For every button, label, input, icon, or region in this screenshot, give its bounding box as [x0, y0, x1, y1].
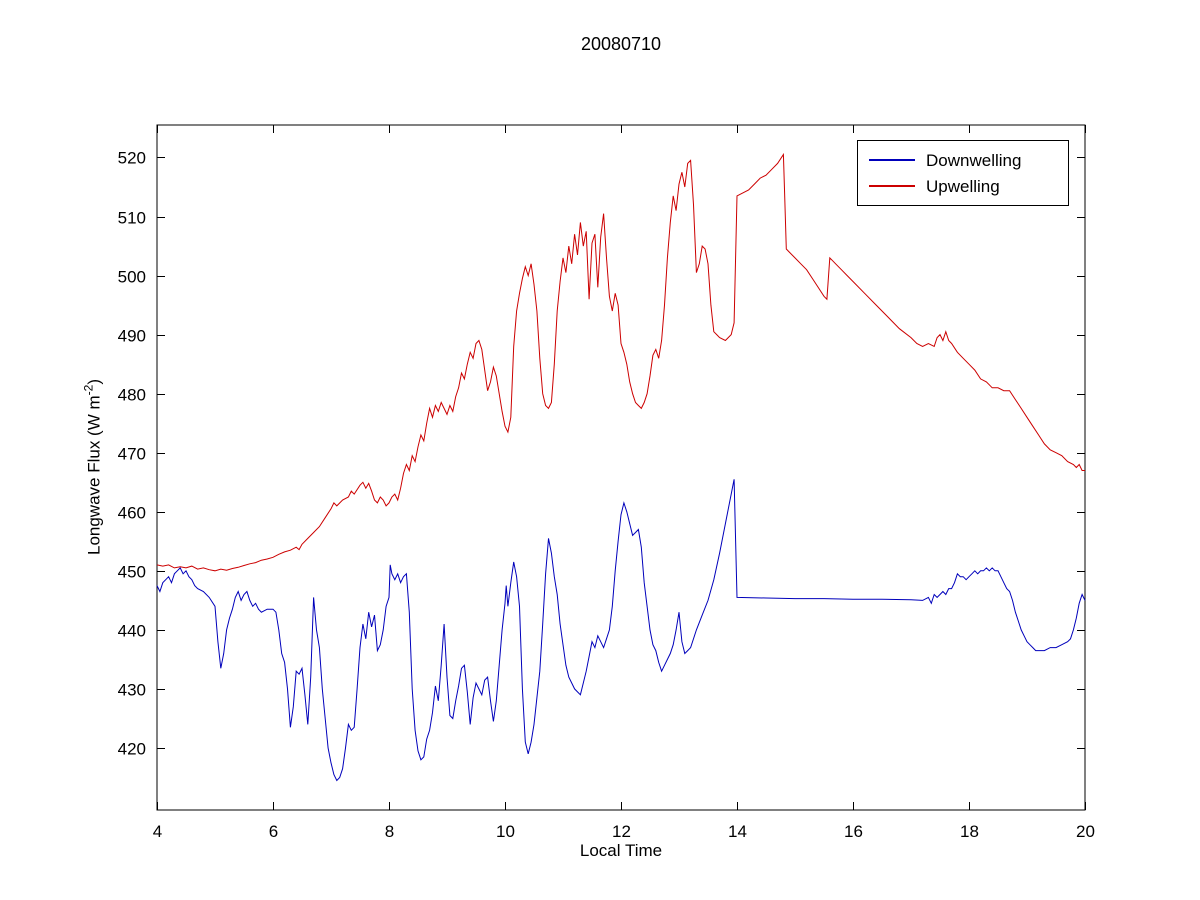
legend-label-downwelling: Downwelling [926, 150, 1022, 170]
legend: Downwelling Upwelling [857, 140, 1069, 206]
svg-text:18: 18 [960, 822, 979, 841]
svg-text:460: 460 [118, 504, 146, 523]
svg-text:480: 480 [118, 386, 146, 405]
upwelling-line-sample [869, 185, 915, 187]
x-axis-label: Local Time [579, 841, 663, 860]
svg-text:14: 14 [728, 822, 747, 841]
legend-entry-downwelling: Downwelling [858, 147, 1068, 173]
svg-text:500: 500 [118, 268, 146, 287]
y-axis-label-superscript: -2 [81, 384, 96, 396]
svg-text:20: 20 [1076, 822, 1095, 841]
svg-text:420: 420 [118, 740, 146, 759]
svg-text:10: 10 [496, 822, 515, 841]
legend-entry-upwelling: Upwelling [858, 173, 1068, 199]
svg-text:520: 520 [118, 149, 146, 168]
svg-text:470: 470 [118, 445, 146, 464]
y-axis-label-close: ) [84, 378, 104, 385]
svg-text:490: 490 [118, 327, 146, 346]
svg-text:8: 8 [385, 822, 394, 841]
svg-text:510: 510 [118, 209, 146, 228]
svg-text:16: 16 [844, 822, 863, 841]
chart-title: 20080710 [580, 34, 662, 54]
svg-text:4: 4 [153, 822, 162, 841]
legend-label-upwelling: Upwelling [926, 176, 1000, 196]
y-axis-label-text: Longwave Flux (W m [84, 395, 104, 556]
svg-text:430: 430 [118, 681, 146, 700]
downwelling-line-sample [869, 159, 915, 161]
svg-text:450: 450 [118, 563, 146, 582]
y-axis-label: Longwave Flux (W m-2) [82, 379, 105, 555]
svg-text:12: 12 [612, 822, 631, 841]
svg-text:6: 6 [269, 822, 278, 841]
svg-text:440: 440 [118, 622, 146, 641]
